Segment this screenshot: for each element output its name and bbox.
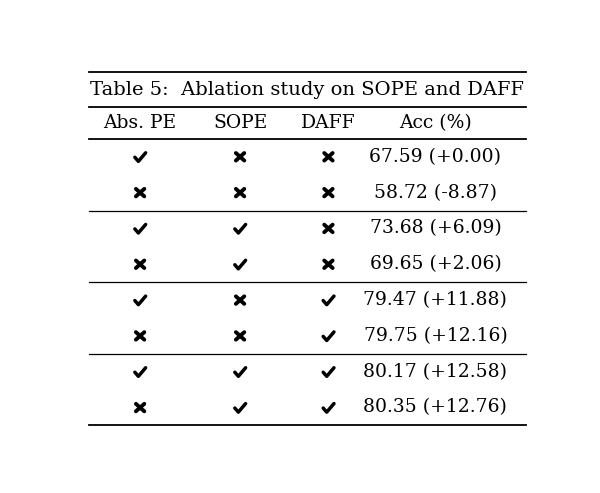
Text: Table 5:  Ablation study on SOPE and DAFF: Table 5: Ablation study on SOPE and DAFF xyxy=(91,80,524,99)
Text: 73.68 (+6.09): 73.68 (+6.09) xyxy=(370,219,501,238)
Text: Abs. PE: Abs. PE xyxy=(104,114,176,132)
Text: 69.65 (+2.06): 69.65 (+2.06) xyxy=(370,255,501,273)
Text: 80.17 (+12.58): 80.17 (+12.58) xyxy=(364,363,508,381)
Text: DAFF: DAFF xyxy=(301,114,356,132)
Text: 58.72 (-8.87): 58.72 (-8.87) xyxy=(374,183,497,202)
Text: 79.47 (+11.88): 79.47 (+11.88) xyxy=(364,291,508,309)
Text: SOPE: SOPE xyxy=(213,114,267,132)
Text: 79.75 (+12.16): 79.75 (+12.16) xyxy=(364,327,507,345)
Text: Acc (%): Acc (%) xyxy=(399,114,472,132)
Text: 67.59 (+0.00): 67.59 (+0.00) xyxy=(370,148,502,166)
Text: 80.35 (+12.76): 80.35 (+12.76) xyxy=(364,398,508,417)
